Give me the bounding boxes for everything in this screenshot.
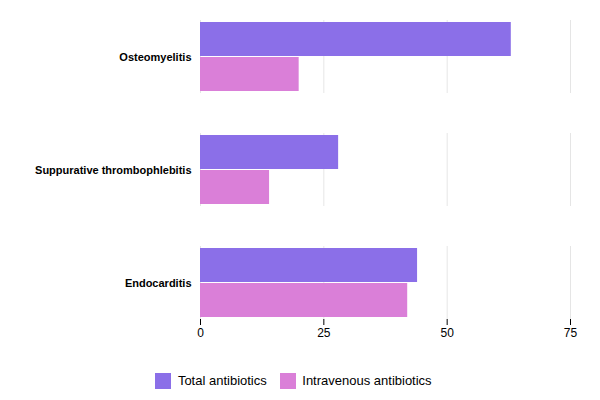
svg-text:25: 25 <box>317 326 331 340</box>
svg-text:Osteomyelitis: Osteomyelitis <box>119 51 191 63</box>
svg-text:Endocarditis: Endocarditis <box>125 277 192 289</box>
svg-text:Suppurative thrombophlebitis: Suppurative thrombophlebitis <box>35 164 191 176</box>
html-text:Total antibiotics: Total antibiotics <box>177 373 267 388</box>
svg-text:0: 0 <box>197 326 204 340</box>
svg-text:75: 75 <box>564 326 578 340</box>
html-text:Intravenous antibiotics: Intravenous antibiotics <box>302 373 432 388</box>
svg-text:50: 50 <box>440 326 454 340</box>
